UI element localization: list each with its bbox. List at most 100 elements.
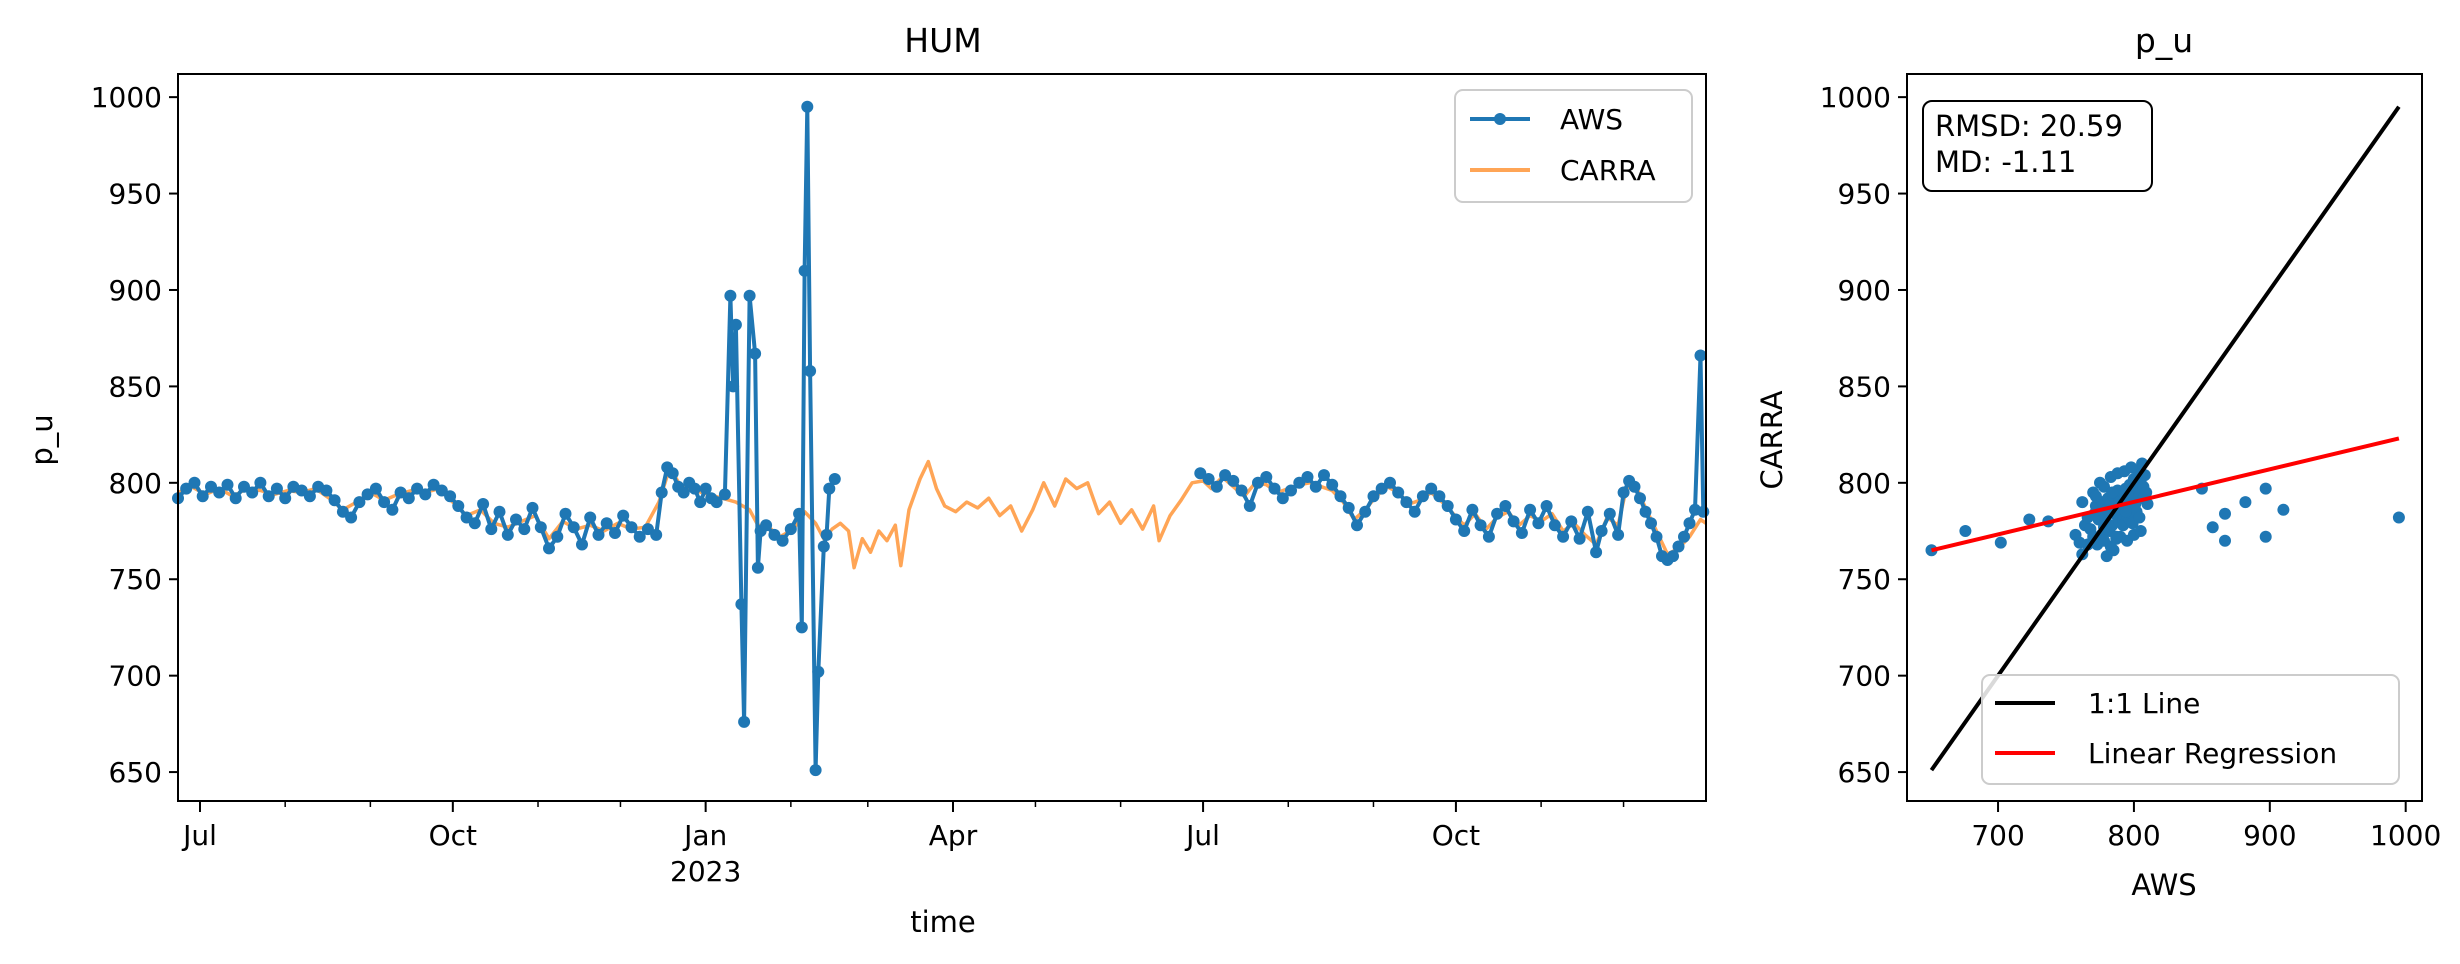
aws-point bbox=[760, 519, 773, 532]
scatter-frame bbox=[1906, 73, 2423, 802]
ytick-label: 800 bbox=[1838, 467, 1891, 500]
aws-point bbox=[1507, 515, 1520, 528]
aws-point bbox=[328, 494, 341, 507]
aws-point bbox=[1458, 525, 1471, 537]
aws-point bbox=[1400, 496, 1413, 509]
aws-point bbox=[485, 523, 498, 536]
aws-point bbox=[1540, 500, 1553, 512]
aws-point bbox=[1595, 525, 1608, 537]
aws-point bbox=[1672, 540, 1685, 553]
aws-point bbox=[1285, 484, 1297, 497]
aws-point bbox=[1276, 492, 1289, 505]
scatter-panel: p_u AWS CARRA 6507007508008509009501000 … bbox=[1755, 21, 2441, 902]
scatter-point bbox=[2104, 540, 2117, 553]
aws-point bbox=[1482, 530, 1495, 543]
aws-point bbox=[1524, 503, 1537, 516]
scatter-legend-box bbox=[1981, 674, 2400, 785]
aws-point bbox=[1532, 517, 1545, 530]
xtick-label: Jul bbox=[181, 819, 217, 852]
aws-point bbox=[1603, 507, 1616, 520]
legend-one-to-one-label: 1:1 Line bbox=[2088, 687, 2200, 720]
scatter-ylabel: CARRA bbox=[1755, 390, 1789, 489]
ytick-label: 700 bbox=[109, 660, 162, 693]
aws-point bbox=[279, 492, 292, 505]
scatter-xticks: 700 800 900 1000 bbox=[1971, 801, 2441, 852]
aws-point bbox=[1667, 550, 1679, 563]
scatter-point bbox=[1959, 525, 1972, 537]
aws-point bbox=[444, 490, 457, 503]
aws-point bbox=[1351, 519, 1363, 532]
aws-point bbox=[812, 665, 825, 678]
aws-point bbox=[828, 473, 841, 485]
aws-point bbox=[1697, 505, 1710, 518]
aws-point bbox=[1416, 490, 1429, 503]
aws-point bbox=[551, 530, 564, 543]
timeseries-legend[interactable]: AWS CARRA bbox=[1454, 89, 1693, 203]
aws-point bbox=[817, 540, 830, 553]
aws-point bbox=[1268, 482, 1281, 495]
aws-point bbox=[188, 476, 201, 489]
aws-point bbox=[1678, 530, 1690, 543]
aws-point bbox=[677, 486, 690, 499]
xtick-label: 1000 bbox=[2370, 819, 2441, 852]
aws-point bbox=[666, 467, 679, 480]
aws-point bbox=[804, 365, 817, 377]
xtick-label: Oct bbox=[1432, 819, 1480, 852]
scatter-marks bbox=[1925, 105, 2405, 772]
aws-point bbox=[378, 496, 391, 509]
xtick-label: Oct bbox=[429, 819, 477, 852]
aws-point bbox=[510, 513, 522, 526]
aws-point bbox=[798, 264, 811, 277]
aws-point bbox=[1628, 480, 1641, 493]
aws-point bbox=[526, 501, 539, 514]
aws-point bbox=[1694, 349, 1707, 362]
rmsd-text: RMSD: 20.59 bbox=[1935, 109, 2123, 143]
ytick-label: 900 bbox=[1838, 274, 1891, 307]
aws-point bbox=[809, 764, 822, 777]
aws-point bbox=[823, 482, 836, 495]
aws-point bbox=[254, 476, 267, 489]
aws-point bbox=[1359, 505, 1372, 518]
aws-point bbox=[1590, 546, 1603, 559]
aws-point bbox=[1392, 486, 1405, 499]
aws-point bbox=[801, 100, 814, 113]
aws-point bbox=[655, 486, 668, 499]
legend-carra-label: CARRA bbox=[1560, 154, 1656, 187]
aws-point bbox=[650, 528, 663, 541]
stats-annotation: RMSD: 20.59 MD: -1.11 bbox=[1922, 100, 2153, 192]
aws-point bbox=[229, 492, 242, 505]
timeseries-panel: HUM time p_u 650 700 750 800 850 900 950 1000 J… bbox=[25, 21, 1710, 939]
aws-point bbox=[694, 496, 707, 509]
aws-point bbox=[567, 521, 580, 534]
aws-point bbox=[793, 507, 806, 520]
scatter-point bbox=[2140, 486, 2153, 499]
aws-point bbox=[345, 511, 358, 524]
timeseries-title: HUM bbox=[904, 21, 981, 60]
aws-point bbox=[1491, 507, 1504, 520]
aws-point bbox=[749, 347, 762, 360]
scatter-point bbox=[2392, 511, 2405, 524]
aws-point bbox=[584, 511, 597, 524]
aws-point bbox=[1441, 500, 1454, 512]
aws-point bbox=[303, 490, 316, 503]
aws-point bbox=[1318, 469, 1330, 482]
scatter-xlabel: AWS bbox=[2131, 868, 2196, 902]
aws-point bbox=[699, 482, 712, 495]
xtick-label: Jul bbox=[1184, 819, 1220, 852]
aws-point bbox=[751, 561, 764, 574]
scatter-point bbox=[2134, 525, 2147, 537]
aws-point bbox=[518, 523, 531, 536]
aws-point bbox=[1645, 517, 1657, 530]
aws-point bbox=[729, 318, 742, 331]
scatter-legend[interactable]: 1:1 Line Linear Regression bbox=[1981, 674, 2400, 785]
xtick-year-label: 2023 bbox=[670, 855, 741, 888]
aws-point bbox=[1342, 501, 1355, 514]
md-text: MD: -1.11 bbox=[1935, 145, 2076, 179]
regression-line bbox=[1930, 436, 2400, 553]
scatter-point bbox=[2023, 513, 2036, 526]
scatter-point bbox=[2089, 490, 2102, 503]
aws-point bbox=[820, 528, 833, 541]
scatter-point bbox=[1994, 536, 2007, 549]
aws-point bbox=[1565, 515, 1578, 528]
scatter-title: p_u bbox=[2135, 21, 2193, 60]
